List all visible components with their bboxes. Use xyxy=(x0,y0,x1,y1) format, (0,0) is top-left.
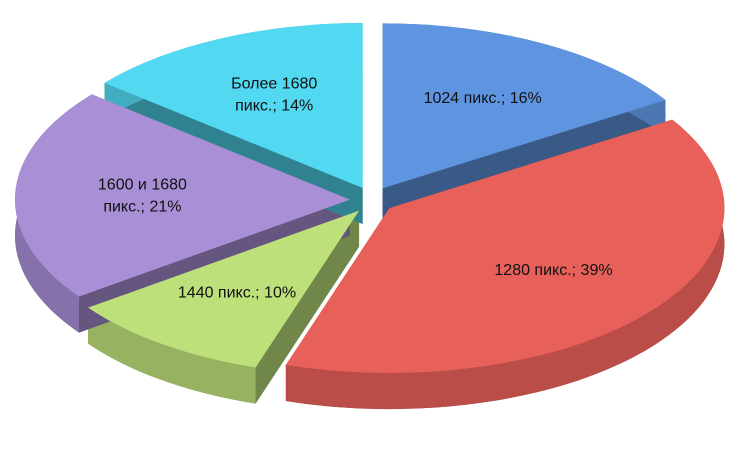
slice xyxy=(15,94,351,297)
data-label: Более 1680 пикс.; 14% xyxy=(231,76,317,115)
data-label-line: 1024 пикс.; 16% xyxy=(424,90,542,107)
slice-side xyxy=(285,119,725,410)
data-label-line: 1600 и 1680 xyxy=(98,177,187,194)
slice xyxy=(285,119,725,374)
data-label: 1440 пикс.; 10% xyxy=(178,285,296,302)
data-label-line: пикс.; 14% xyxy=(235,98,313,115)
data-label-line: пикс.; 21% xyxy=(103,199,181,216)
data-label-line: Более 1680 xyxy=(231,76,317,93)
slice xyxy=(382,23,666,189)
data-label: 1600 и 1680 пикс.; 21% xyxy=(98,177,187,216)
slice xyxy=(88,210,360,368)
slice-wall xyxy=(255,210,360,404)
data-label-line: 1280 пикс.; 39% xyxy=(494,262,612,279)
slice xyxy=(104,23,363,189)
data-label-line: 1440 пикс.; 10% xyxy=(178,285,296,302)
slice-side xyxy=(88,307,256,404)
data-label: 1280 пикс.; 39% xyxy=(494,262,612,279)
data-label: 1024 пикс.; 16% xyxy=(424,90,542,107)
